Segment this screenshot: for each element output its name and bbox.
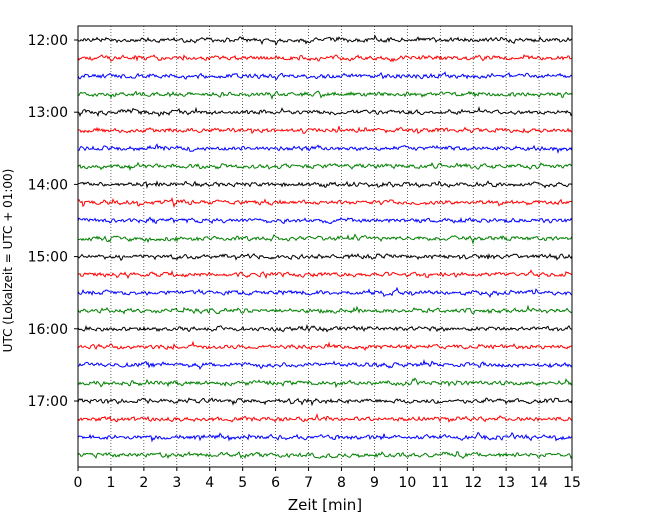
seismic-trace xyxy=(77,34,573,46)
seismic-trace xyxy=(77,304,573,315)
seismic-trace xyxy=(77,412,573,423)
seismic-trace xyxy=(77,106,573,118)
y-tick-label: 13:00 xyxy=(28,105,68,121)
x-tick-label: 14 xyxy=(530,475,548,491)
x-tick-label: 0 xyxy=(74,475,83,491)
x-tick-label: 2 xyxy=(139,475,148,491)
x-tick-label: 13 xyxy=(497,475,515,491)
y-axis-label: UTC (Lokalzeit = UTC + 01:00) xyxy=(1,169,15,353)
seismic-trace xyxy=(77,431,573,443)
x-tick-label: 12 xyxy=(464,475,482,491)
seismic-trace xyxy=(77,180,573,189)
y-axis: 12:00 13:00 14:00 15:00 16:00 17:00 xyxy=(28,33,78,410)
seismic-trace xyxy=(77,90,573,101)
seismic-trace xyxy=(77,253,573,262)
seismic-trace xyxy=(77,233,573,245)
seismic-trace xyxy=(77,323,573,333)
x-tick-label: 9 xyxy=(370,475,379,491)
seismic-trace xyxy=(77,143,573,155)
seismic-trace xyxy=(77,397,573,407)
x-axis: 0 1 2 3 4 5 6 7 8 9 10 11 12 13 14 15 xyxy=(74,467,581,491)
seismic-trace xyxy=(77,451,573,460)
seismic-trace xyxy=(77,216,573,225)
traces xyxy=(77,34,573,460)
x-tick-label: 10 xyxy=(398,475,416,491)
x-tick-label: 7 xyxy=(304,475,313,491)
seismic-trace xyxy=(77,269,573,280)
y-tick-label: 17:00 xyxy=(28,394,68,410)
seismic-trace xyxy=(77,196,573,209)
y-tick-label: 14:00 xyxy=(28,177,68,193)
seismic-trace xyxy=(77,54,573,63)
x-tick-label: 11 xyxy=(431,475,449,491)
y-tick-label: 16:00 xyxy=(28,322,68,338)
seismic-trace xyxy=(77,340,573,352)
x-tick-label: 5 xyxy=(238,475,247,491)
x-tick-label: 6 xyxy=(271,475,280,491)
x-tick-label: 8 xyxy=(337,475,346,491)
seismic-trace xyxy=(77,377,573,389)
x-tick-label: 15 xyxy=(563,475,581,491)
y-tick-label: 12:00 xyxy=(28,33,68,49)
seismic-trace xyxy=(77,161,573,172)
seismic-trace xyxy=(77,71,573,81)
seismic-trace xyxy=(77,358,573,370)
plot-frame xyxy=(77,25,573,468)
x-tick-label: 4 xyxy=(205,475,214,491)
y-tick-label: 15:00 xyxy=(28,250,68,266)
x-axis-label: Zeit [min] xyxy=(288,496,362,514)
x-tick-label: 1 xyxy=(106,475,115,491)
x-tick-label: 3 xyxy=(172,475,181,491)
seismic-trace xyxy=(77,286,573,298)
seismic-trace xyxy=(77,126,573,135)
